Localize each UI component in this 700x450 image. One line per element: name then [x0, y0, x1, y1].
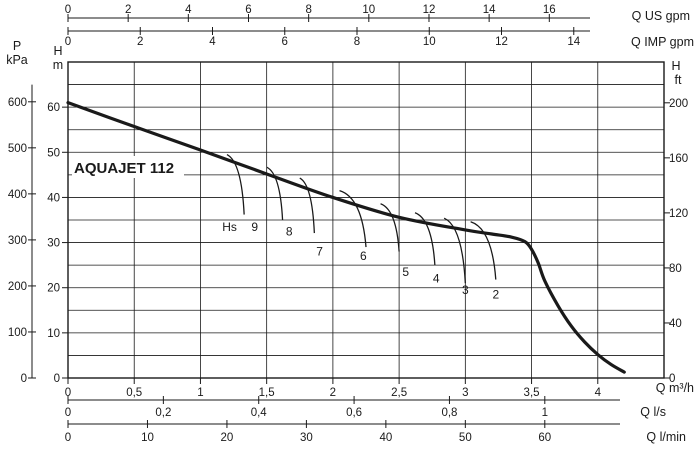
x-tick-label-lmin: 0	[65, 432, 71, 444]
suction-curve-2	[470, 221, 497, 280]
x-tick-label-impgpm: 12	[495, 36, 508, 48]
x-tick-label-impgpm: 4	[209, 36, 216, 48]
x-tick-label-ls: 0,8	[441, 407, 457, 419]
y-tick-label-m: 40	[47, 192, 60, 204]
x-tick-label-lmin: 30	[300, 432, 313, 444]
y-tick-label-ft: 200	[669, 98, 688, 110]
y-tick-label-m: 0	[54, 373, 60, 385]
suction-curve-3	[443, 217, 466, 284]
x-tick-label-m3h: 3	[462, 387, 468, 399]
x-tick-label-usgpm: 0	[65, 4, 71, 16]
curves-layer	[66, 101, 626, 374]
x-tick-label-m3h: 2,5	[391, 387, 407, 399]
y-unit-label-h-right: H	[671, 59, 680, 73]
y-tick-label-kpa: 500	[8, 143, 27, 155]
y-unit-label-ft: ft	[675, 73, 682, 87]
x-tick-label-usgpm: 8	[305, 4, 311, 16]
suction-curve-label-4: 4	[433, 272, 440, 286]
x-tick-label-impgpm: 6	[282, 36, 288, 48]
suction-curve-label-5: 5	[402, 265, 409, 279]
y-tick-label-kpa: 300	[8, 235, 27, 247]
y-tick-label-kpa: 0	[21, 373, 27, 385]
labels-layer: 9 8 7 6 5 4 3 2 Hs AQUAJET 112	[72, 156, 499, 301]
suction-curve-5	[380, 203, 400, 252]
y-unit-label-p: P	[13, 39, 21, 53]
x-tick-label-ls: 0,4	[251, 407, 268, 419]
x-unit-label-lmin: Q l/min	[646, 430, 686, 444]
x-tick-label-usgpm: 14	[483, 4, 496, 16]
y-unit-label-m: m	[53, 58, 63, 72]
y-tick-label-m: 50	[47, 147, 60, 159]
x-tick-label-impgpm: 8	[354, 36, 360, 48]
x-tick-label-impgpm: 0	[65, 36, 71, 48]
x-tick-label-usgpm: 6	[245, 4, 251, 16]
x-tick-label-impgpm: 2	[137, 36, 143, 48]
suction-curve-6	[339, 190, 367, 248]
y-tick-label-m: 20	[47, 283, 60, 295]
x-tick-label-usgpm: 4	[185, 4, 192, 16]
hs-label: Hs	[222, 220, 237, 234]
x-tick-label-ls: 0,2	[155, 407, 171, 419]
y-tick-label-kpa: 600	[8, 97, 27, 109]
y-tick-label-ft: 0	[669, 373, 675, 385]
x-tick-label-m3h: 1	[197, 387, 203, 399]
y-tick-label-ft: 40	[669, 318, 682, 330]
x-tick-label-usgpm: 2	[125, 4, 131, 16]
pump-curve	[66, 101, 626, 374]
suction-curve-label-9: 9	[251, 220, 258, 234]
y-tick-label-kpa: 100	[8, 327, 27, 339]
y-tick-label-m: 30	[47, 238, 60, 250]
y-tick-label-kpa: 200	[8, 281, 27, 293]
suction-curve-4	[414, 212, 436, 266]
y-tick-label-m: 10	[47, 328, 60, 340]
x-tick-label-usgpm: 10	[362, 4, 375, 16]
x-tick-label-ls: 1	[542, 407, 548, 419]
x-tick-label-lmin: 50	[459, 432, 472, 444]
suction-curve-7	[299, 177, 315, 234]
suction-curve-label-3: 3	[462, 283, 469, 297]
x-unit-label-ls: Q l/s	[640, 405, 666, 419]
suction-curve-label-2: 2	[492, 287, 499, 301]
suction-curve-label-7: 7	[316, 245, 323, 259]
chart-title: AQUAJET 112	[74, 160, 174, 177]
x-tick-label-m3h: 3,5	[524, 387, 540, 399]
suction-curve-label-8: 8	[286, 224, 293, 238]
x-tick-label-lmin: 40	[379, 432, 392, 444]
x-tick-label-impgpm: 10	[423, 36, 436, 48]
x-tick-label-ls: 0,6	[346, 407, 362, 419]
x-tick-label-usgpm: 16	[543, 4, 556, 16]
y-unit-label-h: H	[53, 44, 62, 58]
x-tick-label-m3h: 4	[595, 387, 602, 399]
x-tick-label-usgpm: 12	[423, 4, 436, 16]
x-unit-label-m3h: Q m³/h	[656, 381, 694, 395]
x-tick-label-m3h: 1,5	[259, 387, 275, 399]
x-tick-label-lmin: 20	[221, 432, 234, 444]
x-tick-label-lmin: 60	[538, 432, 551, 444]
x-tick-label-m3h: 2	[330, 387, 336, 399]
y-tick-label-ft: 80	[669, 263, 682, 275]
x-tick-label-lmin: 10	[141, 432, 154, 444]
y-tick-label-m: 60	[47, 102, 60, 114]
y-tick-label-ft: 160	[669, 153, 688, 165]
x-tick-label-m3h: 0	[65, 387, 71, 399]
x-unit-label-usgpm: Q US gpm	[632, 9, 690, 23]
suction-curve-8	[266, 166, 284, 221]
x-unit-label-impgpm: Q IMP gpm	[631, 35, 694, 49]
suction-curve-9	[226, 153, 245, 215]
x-tick-label-m3h: 0,5	[126, 387, 142, 399]
y-unit-label-kpa: kPa	[6, 53, 28, 67]
y-tick-label-kpa: 400	[8, 189, 27, 201]
x-tick-label-impgpm: 14	[567, 36, 580, 48]
axes-layer: 0 0,5 1 1,5 2 2,5 3 3,5 4 Q m³/h0 0,2 0,4 0,6 0,8 1 Q l…	[6, 4, 694, 444]
suction-curve-label-6: 6	[360, 249, 367, 263]
title-background	[72, 156, 184, 178]
x-tick-label-ls: 0	[65, 407, 71, 419]
y-tick-label-ft: 120	[669, 208, 688, 220]
